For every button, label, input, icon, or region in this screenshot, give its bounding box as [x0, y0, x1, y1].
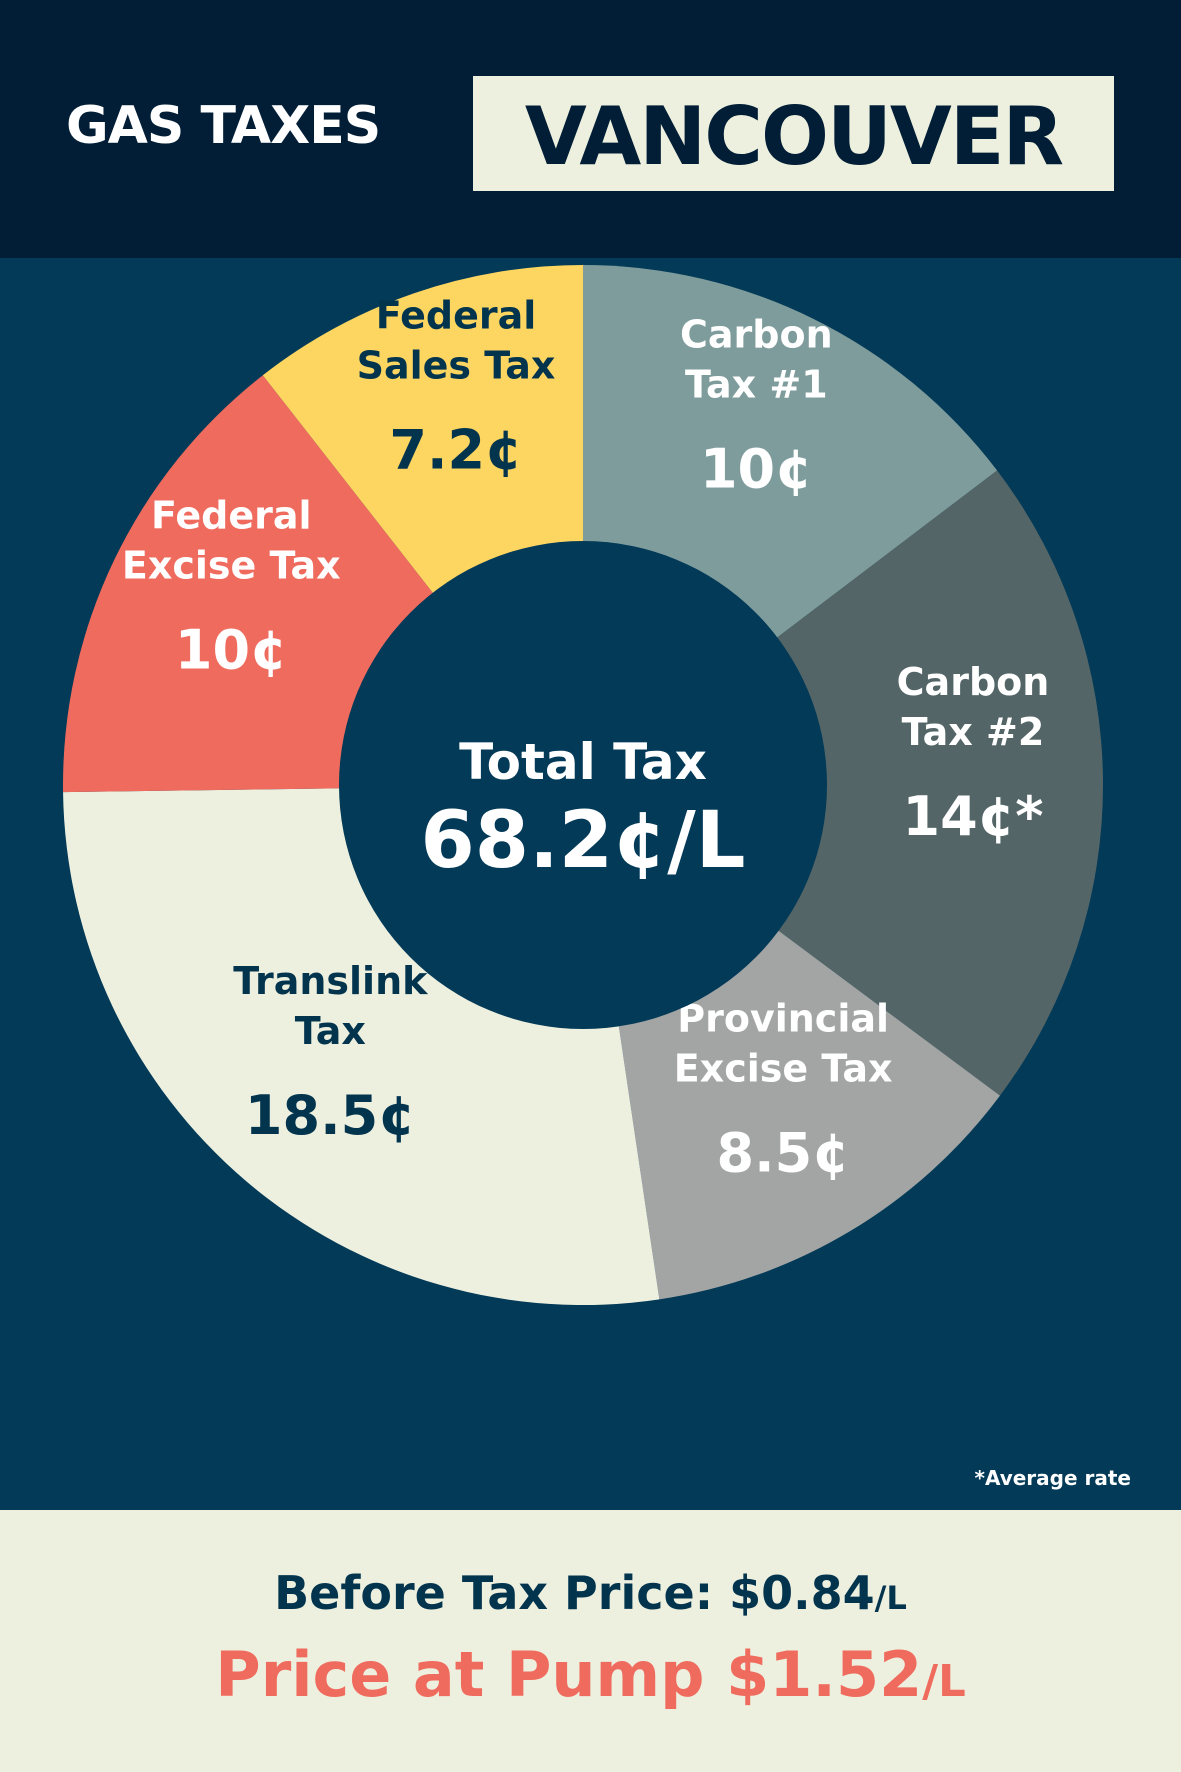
slice-label: Excise Tax	[122, 543, 341, 587]
slice-label: Sales Tax	[357, 343, 556, 387]
footnote: *Average rate	[974, 1466, 1131, 1490]
slice-label: Tax #2	[902, 710, 1045, 754]
slice-label: Carbon	[680, 313, 833, 357]
pump-price-label: Price at Pump $1.52	[215, 1638, 923, 1711]
slice-label-group: Translink Tax 18.5¢	[233, 959, 428, 1147]
slice-label-group: Federal Excise Tax 10¢	[122, 493, 341, 681]
slice-label-group: Provincial Excise Tax 8.5¢	[674, 997, 893, 1185]
slice-carbon-tax-2	[583, 470, 1103, 1096]
title-gas-taxes: GAS TAXES	[66, 96, 381, 156]
donut-chart: Carbon Tax #1 10¢ Carbon Tax #2 14¢* Provincia…	[63, 265, 1103, 1306]
center-label: Total Tax	[459, 733, 707, 791]
before-tax-unit: /L	[874, 1579, 907, 1617]
slice-label: Excise Tax	[674, 1047, 893, 1091]
slice-value: 8.5¢	[717, 1122, 850, 1185]
pump-price: Price at Pump $1.52/L	[0, 1638, 1181, 1711]
slice-label-group: Carbon Tax #2 14¢*	[897, 660, 1050, 848]
slice-value: 14¢*	[903, 785, 1044, 848]
slice-label-group: Carbon Tax #1 10¢	[680, 313, 833, 501]
donut-center	[339, 541, 827, 1029]
slice-label: Federal	[376, 293, 537, 337]
slice-label: Translink	[233, 959, 428, 1003]
slice-label-group: Federal Sales Tax 7.2¢	[357, 293, 556, 481]
pump-price-unit: /L	[922, 1657, 966, 1707]
slice-value: 10¢	[175, 618, 288, 681]
title-city-box: VANCOUVER	[473, 76, 1114, 191]
slice-label: Carbon	[897, 660, 1050, 704]
header-bar: GAS TAXES VANCOUVER	[0, 0, 1181, 258]
before-tax-label: Before Tax Price: $0.84	[274, 1566, 875, 1620]
title-city: VANCOUVER	[524, 90, 1064, 183]
slice-label: Federal	[151, 493, 312, 537]
slice-label: Provincial	[677, 997, 889, 1041]
slice-value: 10¢	[700, 438, 813, 501]
slice-value: 7.2¢	[389, 418, 522, 481]
slice-value: 18.5¢	[245, 1084, 416, 1147]
price-footer: Before Tax Price: $0.84/L Price at Pump …	[0, 1510, 1181, 1772]
before-tax-price: Before Tax Price: $0.84/L	[0, 1566, 1181, 1620]
slice-label: Tax	[295, 1009, 366, 1053]
center-value: 68.2¢/L	[421, 796, 746, 886]
slice-label: Tax #1	[685, 363, 828, 407]
